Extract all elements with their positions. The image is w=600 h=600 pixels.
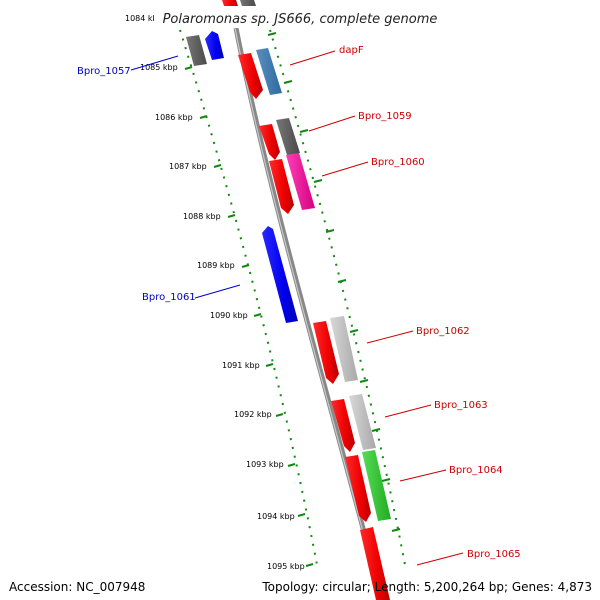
gene-arrow-bpro-1063 bbox=[331, 399, 355, 452]
tick-label: 1084 kbp bbox=[125, 14, 163, 23]
leader-line-bpro-1061 bbox=[194, 284, 241, 299]
leader-line-bpro-1059 bbox=[308, 115, 356, 132]
tick-label: 1089 kbp bbox=[197, 261, 235, 270]
leader-line-bpro-1064 bbox=[399, 469, 447, 482]
tick-label: 1094 kbp bbox=[257, 512, 295, 521]
genome-stats-text: Topology: circular; Length: 5,200,264 bp… bbox=[262, 580, 592, 594]
gene-arrow-bpro-1060 bbox=[269, 159, 294, 214]
gene-label-dapf[interactable]: dapF bbox=[339, 45, 364, 56]
backbone-highlight bbox=[234, 27, 382, 600]
gene-label-bpro-1065[interactable]: Bpro_1065 bbox=[467, 549, 521, 560]
gene-label-bpro-1057[interactable]: Bpro_1057 bbox=[77, 66, 131, 77]
gene-label-bpro-1059[interactable]: Bpro_1059 bbox=[358, 111, 412, 122]
tick-label: 1093 kbp bbox=[246, 460, 284, 469]
outer-ring-ticks bbox=[267, 32, 401, 532]
tick-label: 1087 kbp bbox=[169, 162, 207, 171]
tick-label: 1088 kbp bbox=[183, 212, 221, 221]
leader-line-bpro-1065 bbox=[416, 552, 464, 566]
gene-arrow-fragment bbox=[222, 0, 238, 6]
gene-label-bpro-1063[interactable]: Bpro_1063 bbox=[434, 400, 488, 411]
feature-block bbox=[330, 316, 358, 382]
leader-line-bpro-1060 bbox=[321, 161, 369, 177]
gene-arrow-bpro-1065 bbox=[360, 527, 390, 600]
gene-label-bpro-1064[interactable]: Bpro_1064 bbox=[449, 465, 503, 476]
gene-arrow-bpro-1061 bbox=[262, 226, 298, 323]
gene-arrow-fragment bbox=[240, 0, 256, 6]
leader-line-bpro-1057 bbox=[130, 55, 179, 71]
gene-label-bpro-1061[interactable]: Bpro_1061 bbox=[142, 292, 196, 303]
gene-arrow-bpro-1059 bbox=[259, 124, 280, 160]
tick-label: 1091 kbp bbox=[222, 361, 260, 370]
feature-block bbox=[362, 450, 391, 521]
gene-label-bpro-1062[interactable]: Bpro_1062 bbox=[416, 326, 470, 337]
feature-block bbox=[276, 118, 300, 155]
gene-arrow-bpro-1062 bbox=[313, 321, 339, 384]
feature-block bbox=[349, 394, 376, 450]
feature-block bbox=[186, 35, 207, 66]
gene-label-bpro-1060[interactable]: Bpro_1060 bbox=[371, 157, 425, 168]
inner-ring bbox=[179, 29, 319, 571]
map-title: Polaromonas sp. JS666, complete genome bbox=[163, 12, 438, 27]
tick-label: 1085 kbp bbox=[140, 63, 178, 72]
tick-label: 1090 kbp bbox=[210, 311, 248, 320]
leader-line-bpro-1063 bbox=[384, 404, 432, 418]
tick-label: 1086 kbp bbox=[155, 113, 193, 122]
leader-line-dapf bbox=[289, 50, 336, 66]
tick-label: 1095 kbp bbox=[267, 562, 305, 571]
leader-line-bpro-1062 bbox=[366, 330, 414, 344]
tick-labels: 1084 kbp 1085 kbp 1086 kbp 1087 kbp 1088… bbox=[125, 14, 305, 571]
title-backing bbox=[154, 8, 446, 28]
feature-block bbox=[286, 153, 315, 210]
accession-text: Accession: NC_007948 bbox=[9, 580, 146, 594]
tick-label: 1092 kbp bbox=[234, 410, 272, 419]
gene-arrow-bpro-1057 bbox=[205, 31, 224, 60]
gene-arrow-bpro-1064 bbox=[345, 455, 371, 522]
feature-block bbox=[256, 48, 282, 95]
gene-arrow-dapf bbox=[238, 53, 263, 99]
inner-ring-ticks bbox=[180, 17, 314, 567]
